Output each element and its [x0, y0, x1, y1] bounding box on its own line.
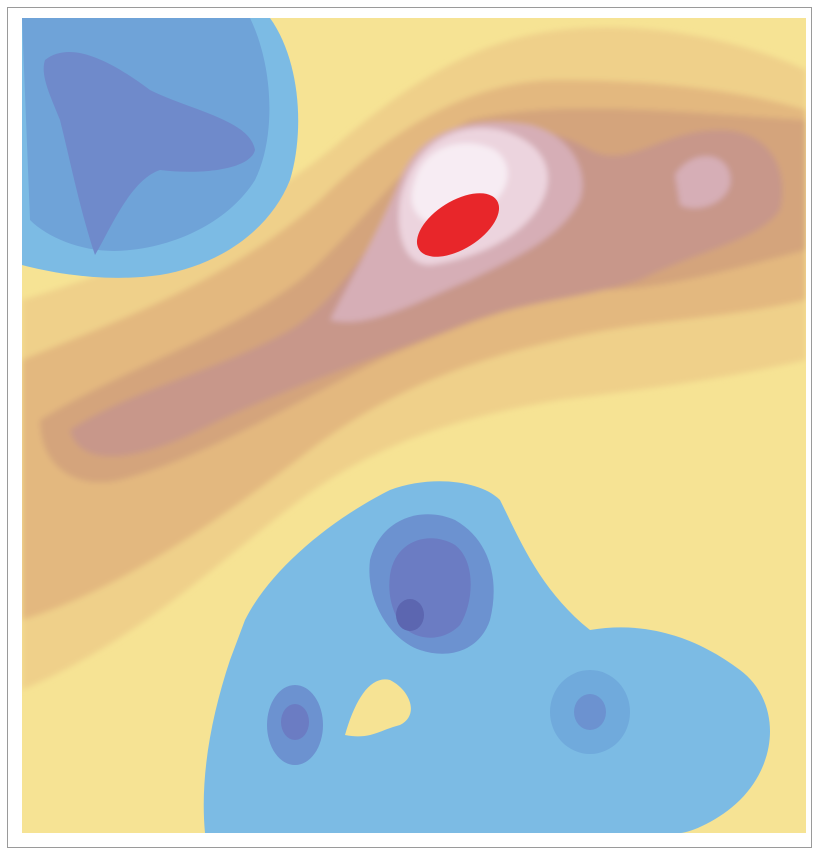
map-surface	[22, 18, 806, 833]
contour-band	[574, 694, 606, 730]
page	[0, 0, 817, 853]
contour-band	[396, 599, 424, 631]
contour-band	[281, 704, 309, 740]
contour-map	[0, 0, 817, 853]
